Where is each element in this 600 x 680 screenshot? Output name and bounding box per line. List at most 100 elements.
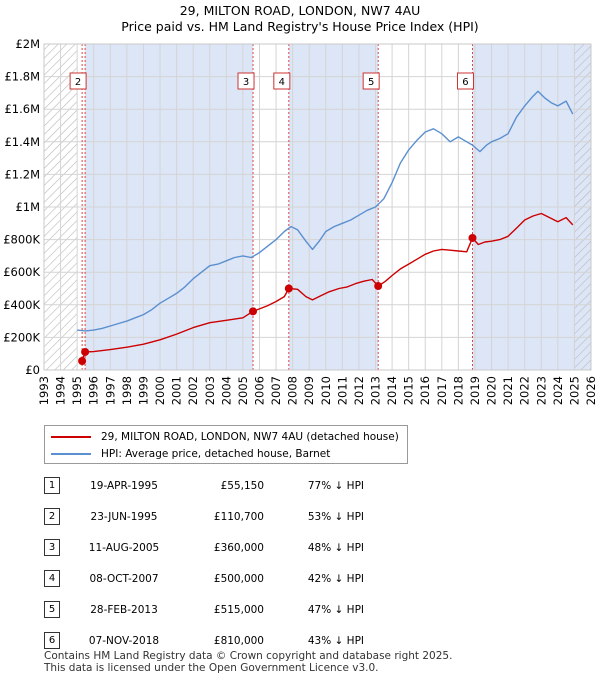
- x-tick-label: 2019: [468, 376, 482, 405]
- x-tick-label: 2021: [501, 376, 515, 405]
- legend-label-hpi: HPI: Average price, detached house, Barn…: [101, 448, 331, 460]
- x-tick-label: 1995: [70, 376, 84, 405]
- sale-price: £500,000: [213, 572, 264, 585]
- sale-price: £515,000: [213, 603, 264, 616]
- legend-swatch-property: [51, 436, 91, 438]
- y-tick-label: £1.4M: [4, 135, 40, 149]
- x-tick-label: 2003: [203, 376, 217, 405]
- sale-number-label: 5: [368, 77, 374, 88]
- sale-point: [81, 347, 90, 356]
- x-tick-label: 2007: [269, 376, 283, 405]
- plot-border: [43, 43, 592, 371]
- sale-number-box: [273, 72, 291, 90]
- sale-point: [78, 357, 87, 366]
- sale-number-box: [456, 72, 474, 90]
- x-tick-label: 1997: [103, 376, 117, 405]
- sale-price: £110,700: [213, 510, 264, 523]
- y-tick-label: £1.2M: [4, 167, 40, 181]
- y-tick-label: £1.6M: [4, 102, 40, 116]
- footer-attribution: Contains HM Land Registry data © Crown c…: [44, 650, 452, 674]
- x-tick-label: 2012: [352, 376, 366, 405]
- x-tick-label: 2016: [418, 376, 432, 405]
- sale-date: 19-APR-1995: [90, 479, 158, 492]
- x-tick-label: 2000: [153, 376, 167, 405]
- x-tick-label: 2015: [402, 376, 416, 405]
- sale-number-label: 4: [279, 77, 285, 88]
- x-tick-label: 1993: [37, 376, 51, 405]
- sale-number-label: 2: [75, 77, 81, 88]
- table-row: 6 07-NOV-2018 £810,000 43% ↓ HPI: [44, 625, 364, 656]
- sale-date: 28-FEB-2013: [90, 603, 158, 616]
- sale-number-badge: 3: [44, 539, 60, 556]
- sale-number-label: 3: [243, 77, 249, 88]
- sale-number-badge: 1: [44, 477, 60, 494]
- sale-date: 08-OCT-2007: [89, 572, 159, 585]
- table-row: 1 19-APR-1995 £55,150 77% ↓ HPI: [44, 470, 364, 501]
- y-tick-label: £1.8M: [4, 70, 40, 84]
- x-tick-label: 2022: [518, 376, 532, 405]
- chart-title: 29, MILTON ROAD, LONDON, NW7 4AU: [179, 3, 421, 18]
- sale-hpi-diff: 47% ↓ HPI: [307, 603, 364, 616]
- y-tick-label: £1M: [15, 200, 40, 214]
- sale-price: £360,000: [213, 541, 264, 554]
- sales-table: 1 19-APR-1995 £55,150 77% ↓ HPI 2 23-JUN…: [44, 470, 364, 656]
- sale-hpi-diff: 43% ↓ HPI: [307, 634, 364, 647]
- chart-subtitle: Price paid vs. HM Land Registry's House …: [121, 19, 479, 34]
- legend-label-property: 29, MILTON ROAD, LONDON, NW7 4AU (detach…: [101, 431, 399, 443]
- x-tick-label: 2009: [302, 376, 316, 405]
- sale-price: £55,150: [220, 479, 264, 492]
- chart-legend: 29, MILTON ROAD, LONDON, NW7 4AU (detach…: [44, 425, 408, 464]
- sale-point: [468, 233, 477, 242]
- property-price-line: [81, 212, 574, 362]
- legend-swatch-hpi: [51, 453, 91, 455]
- sale-number-label: 6: [462, 77, 468, 88]
- price-chart: 2 3 4 5 6 £0 £200K £400K £600K £800K £1M £1.2M £1.4…: [3, 37, 598, 405]
- table-row: 3 11-AUG-2005 £360,000 48% ↓ HPI: [44, 532, 364, 563]
- sale-point: [284, 284, 293, 293]
- x-tick-label: 2017: [435, 376, 449, 405]
- x-tick-label: 1996: [87, 376, 101, 405]
- hpi-line: [77, 90, 574, 332]
- sale-number-badge: 5: [44, 601, 60, 618]
- legend-item-property: 29, MILTON ROAD, LONDON, NW7 4AU (detach…: [51, 429, 399, 445]
- x-tick-label: 2023: [534, 376, 548, 405]
- x-tick-label: 2018: [451, 376, 465, 405]
- x-tick-label: 1994: [54, 376, 68, 405]
- sale-point: [249, 307, 258, 316]
- sale-hpi-diff: 53% ↓ HPI: [307, 510, 364, 523]
- x-tick-label: 1999: [136, 376, 150, 405]
- x-tick-label: 2024: [551, 376, 565, 405]
- sale-date: 11-AUG-2005: [88, 541, 160, 554]
- x-tick-label: 2005: [236, 376, 250, 405]
- x-tick-label: 1998: [120, 376, 134, 405]
- x-tick-label: 2001: [170, 376, 184, 405]
- sale-date: 07-NOV-2018: [88, 634, 160, 647]
- sale-number-box: [237, 72, 255, 90]
- table-row: 2 23-JUN-1995 £110,700 53% ↓ HPI: [44, 501, 364, 532]
- footer-licence: This data is licensed under the Open Gov…: [44, 662, 379, 674]
- x-tick-label: 2013: [369, 376, 383, 405]
- sale-number-badge: 4: [44, 570, 60, 587]
- x-tick-label: 2026: [584, 376, 598, 405]
- x-tick-label: 2008: [286, 376, 300, 405]
- sale-number-badge: 2: [44, 508, 60, 525]
- sale-point: [374, 282, 383, 291]
- y-tick-label: £200K: [3, 330, 40, 344]
- x-tick-label: 2006: [252, 376, 266, 405]
- table-row: 4 08-OCT-2007 £500,000 42% ↓ HPI: [44, 563, 364, 594]
- x-tick-label: 2020: [485, 376, 499, 405]
- y-tick-label: £0: [25, 363, 40, 377]
- sale-number-box: [362, 72, 380, 90]
- sale-number-badge: 6: [44, 632, 60, 649]
- x-tick-label: 2004: [219, 376, 233, 405]
- y-tick-label: £400K: [3, 298, 40, 312]
- sale-hpi-diff: 48% ↓ HPI: [307, 541, 364, 554]
- sale-price: £810,000: [213, 634, 264, 647]
- footer-copyright: Contains HM Land Registry data © Crown c…: [44, 650, 453, 662]
- y-tick-label: £800K: [3, 233, 40, 247]
- y-tick-label: £2M: [15, 37, 40, 51]
- y-tick-label: £600K: [3, 265, 40, 279]
- x-tick-label: 2014: [385, 376, 399, 405]
- table-row: 5 28-FEB-2013 £515,000 47% ↓ HPI: [44, 594, 364, 625]
- sale-hpi-diff: 42% ↓ HPI: [307, 572, 364, 585]
